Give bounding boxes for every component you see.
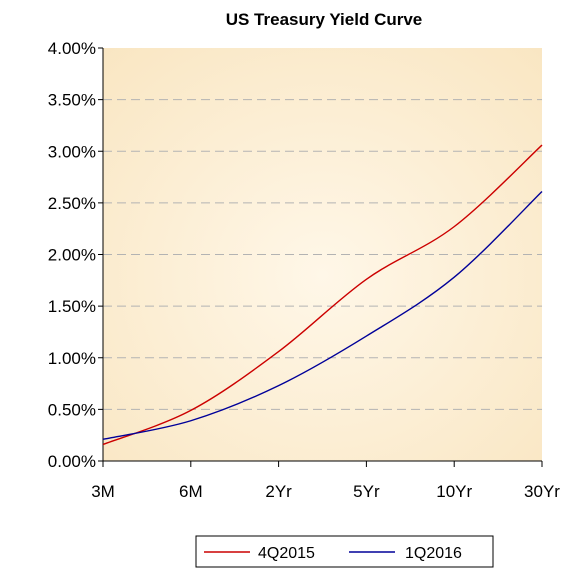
x-tick-label-1: 6M: [179, 482, 203, 501]
data-point-4q2015-2: [278, 351, 280, 353]
data-point-4q2015-4: [453, 226, 455, 228]
y-tick-label-1: 0.50%: [48, 400, 96, 419]
gridlines: [103, 99, 542, 410]
x-tick-label-0: 3M: [91, 482, 115, 501]
data-point-1q2016-0: [102, 439, 104, 441]
y-tick-label-0: 0.00%: [48, 452, 96, 471]
axes: [98, 47, 543, 467]
legend-label-1q2016: 1Q2016: [405, 545, 462, 562]
data-point-1q2016-5: [541, 191, 543, 193]
plot-area: [103, 48, 542, 461]
data-point-4q2015-1: [190, 410, 192, 412]
y-tick-label-6: 3.00%: [48, 142, 96, 161]
y-tick-label-7: 3.50%: [48, 91, 96, 110]
data-point-1q2016-3: [366, 335, 368, 337]
tick-labels: 0.00% 0.50% 1.00% 1.50% 2.00% 2.50% 3.00% 3.50%…: [48, 39, 560, 501]
x-tick-label-4: 10Yr: [436, 482, 472, 501]
x-tick-label-2: 2Yr: [265, 482, 292, 501]
data-point-1q2016-1: [190, 420, 192, 422]
data-point-4q2015-0: [102, 444, 104, 446]
data-point-1q2016-4: [453, 276, 455, 278]
data-point-4q2015-5: [541, 144, 543, 146]
x-tick-label-5: 30Yr: [524, 482, 560, 501]
series-lines: [102, 144, 543, 446]
y-tick-label-5: 2.50%: [48, 194, 96, 213]
y-tick-label-2: 1.00%: [48, 349, 96, 368]
x-tick-label-3: 5Yr: [353, 482, 380, 501]
legend-label-4q2015: 4Q2015: [258, 545, 315, 562]
y-tick-label-3: 1.50%: [48, 297, 96, 316]
y-tick-label-8: 4.00%: [48, 39, 96, 58]
chart-title: US Treasury Yield Curve: [226, 10, 423, 29]
data-point-1q2016-2: [278, 385, 280, 387]
legend: 4Q2015 1Q2016: [195, 535, 494, 568]
y-tick-label-4: 2.00%: [48, 246, 96, 265]
data-point-4q2015-3: [366, 278, 368, 280]
series-line-4q2015: [102, 144, 543, 446]
series-line-1q2016: [102, 191, 543, 441]
